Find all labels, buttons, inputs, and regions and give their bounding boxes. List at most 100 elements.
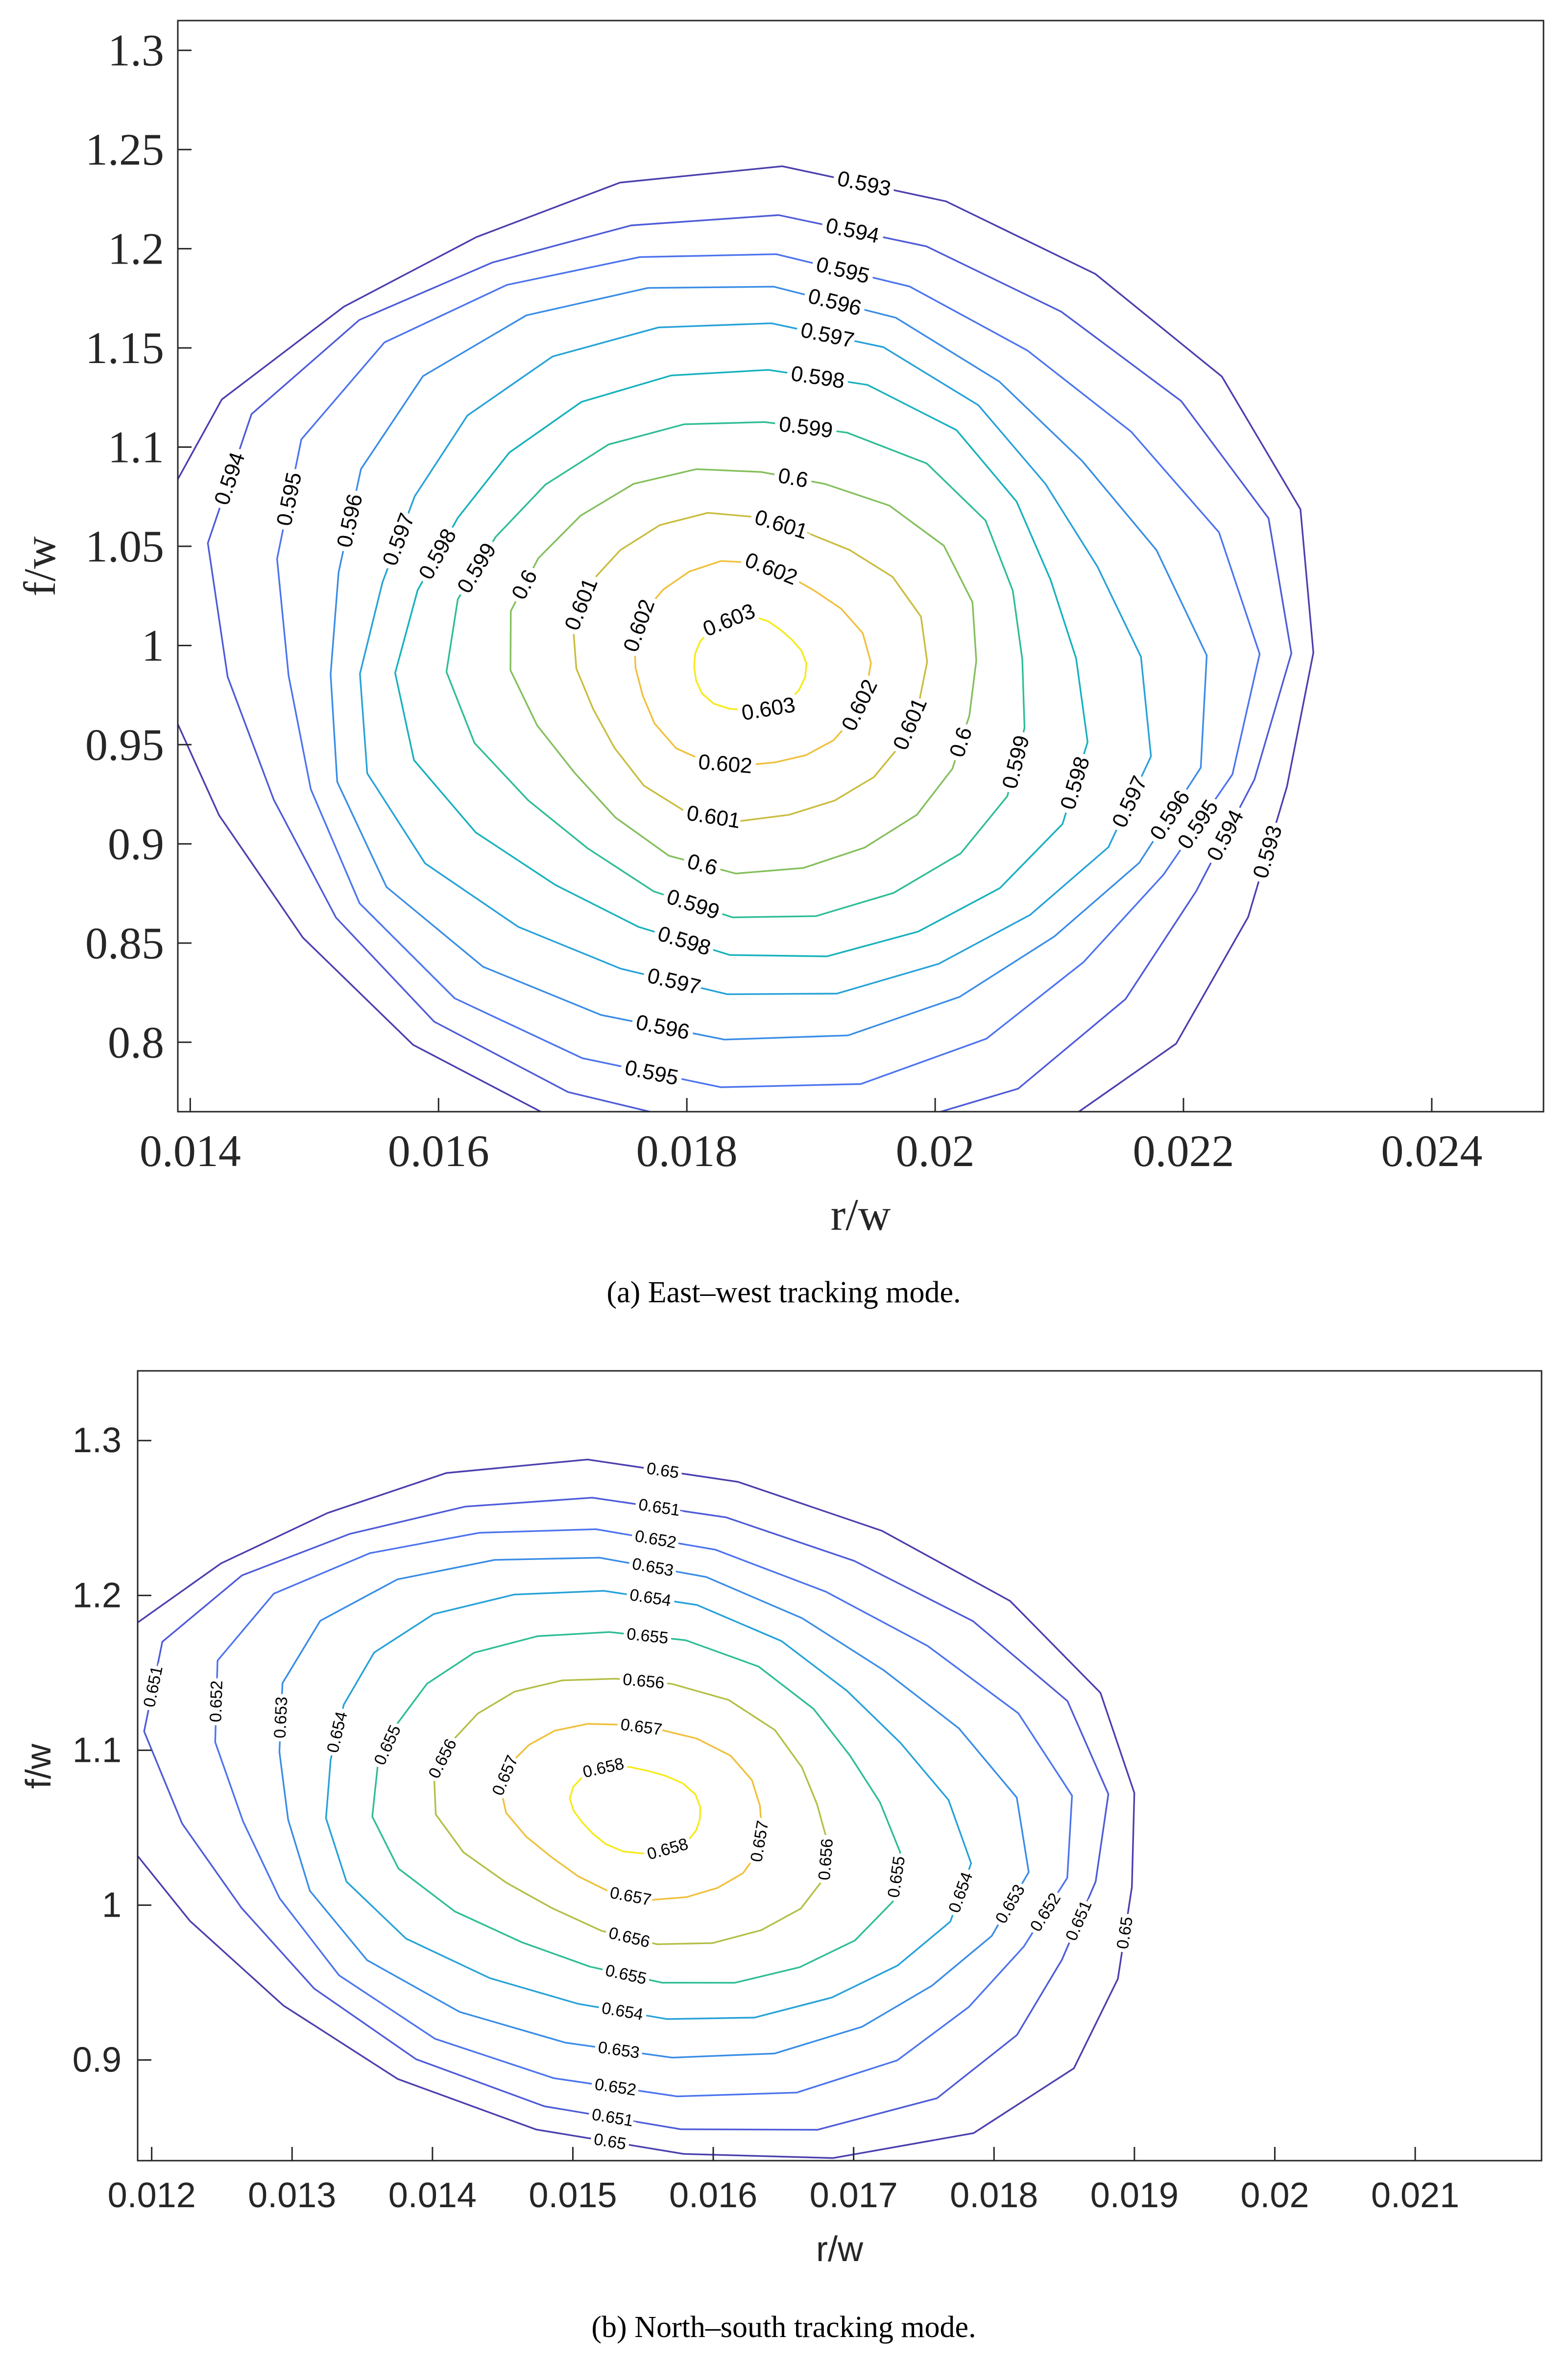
- contour-label-0.599: 0.599: [453, 539, 501, 598]
- contour-label-0.6: 0.6: [776, 463, 810, 493]
- contour-label-0.597: 0.597: [378, 510, 419, 569]
- contour-label-0.653: 0.653: [271, 1696, 291, 1739]
- contour-label-0.651: 0.651: [637, 1495, 681, 1520]
- contour-label-0.593: 0.593: [1248, 823, 1286, 881]
- contour-line-0.65: [138, 1459, 1135, 2159]
- panel-a-y-axis: 0.8 0.85 0.9 0.95 1 1.05 1.1 1.15 1.2 1.25 1.3: [85, 25, 192, 1067]
- contour-label-0.597: 0.597: [1108, 772, 1152, 831]
- contour-label-0.655: 0.655: [626, 1625, 670, 1648]
- contour-label-0.598: 0.598: [414, 525, 461, 584]
- contour-label-0.655: 0.655: [884, 1855, 909, 1899]
- contour-label-0.656: 0.656: [622, 1670, 665, 1693]
- contour-line-0.657: [499, 1723, 763, 1901]
- contour-line-0.6: [509, 468, 977, 875]
- contour-line-0.655: [371, 1631, 901, 1984]
- contour-line-0.651: [143, 1497, 1110, 2131]
- panel-b-caption: (b) North–south tracking mode.: [591, 2311, 976, 2344]
- panel-b-plot-frame: [137, 1370, 1543, 2162]
- contour-label-0.598: 0.598: [1056, 754, 1094, 812]
- contour-line-0.653: [278, 1557, 1030, 2059]
- contour-line-0.599: [445, 421, 1026, 919]
- panel-a-caption: (a) East–west tracking mode.: [606, 1276, 961, 1309]
- contour-label-0.601: 0.601: [685, 801, 742, 833]
- contour-label-0.598: 0.598: [655, 922, 714, 960]
- panel-a-contours: [178, 165, 1314, 1112]
- contour-label-0.654: 0.654: [323, 1710, 351, 1755]
- y-tick-label: 1.1: [72, 1730, 121, 1770]
- x-tick-label: 0.014: [388, 2176, 477, 2215]
- x-tick-label: 0.017: [810, 2176, 898, 2215]
- contour-label-0.652: 0.652: [594, 2075, 638, 2099]
- x-tick-label: 0.016: [669, 2176, 757, 2215]
- contour-label-0.652: 0.652: [633, 1527, 677, 1552]
- y-tick-label: 1.2: [72, 1576, 121, 1615]
- contour-line-0.598: [394, 369, 1089, 957]
- contour-label-0.65: 0.65: [1113, 1916, 1137, 1950]
- contour-label-0.657: 0.657: [747, 1819, 772, 1863]
- contour-label-0.6: 0.6: [945, 724, 977, 760]
- y-tick-label: 0.9: [72, 2041, 121, 2080]
- contour-label-0.658: 0.658: [581, 1754, 626, 1782]
- contour-label-0.651: 0.651: [1062, 1898, 1096, 1944]
- contour-label-0.654: 0.654: [628, 1585, 673, 1610]
- contour-label-0.656: 0.656: [607, 1924, 652, 1951]
- contour-label-0.654: 0.654: [601, 1999, 645, 2024]
- panel-b-contours: [138, 1459, 1135, 2159]
- contour-line-0.597: [359, 322, 1152, 996]
- contour-label-0.594: 0.594: [824, 214, 882, 248]
- contour-line-0.594: [207, 214, 1293, 1112]
- contour-label-0.601: 0.601: [752, 505, 811, 544]
- contour-label-0.657: 0.657: [620, 1715, 663, 1739]
- x-tick-label: 0.019: [1090, 2176, 1179, 2215]
- panel-a-plot-frame: [177, 20, 1544, 1113]
- contour-label-0.655: 0.655: [603, 1961, 648, 1989]
- y-tick-label: 1.3: [108, 25, 164, 75]
- y-tick-label: 0.85: [85, 918, 164, 968]
- x-tick-label: 0.02: [1240, 2176, 1309, 2215]
- x-tick-label: 0.015: [529, 2176, 617, 2215]
- contour-line-0.658: [569, 1765, 701, 1854]
- contour-label-0.6: 0.6: [507, 566, 542, 604]
- contour-label-0.653: 0.653: [597, 2038, 641, 2062]
- contour-label-0.595: 0.595: [623, 1055, 680, 1090]
- contour-line-0.654: [325, 1590, 972, 2020]
- contour-label-0.597: 0.597: [645, 964, 703, 999]
- contour-label-0.597: 0.597: [798, 318, 856, 353]
- panel-b-y-axis: 0.9 1 1.1 1.2 1.3: [72, 1421, 151, 2080]
- panel-a-x-axis: 0.014 0.016 0.018 0.02 0.022 0.024: [140, 1098, 1482, 1176]
- panel-b-x-axis: 0.012 0.013 0.014 0.015 0.016 0.017 0.018 0.019…: [108, 2147, 1459, 2215]
- contour-line-0.652: [214, 1528, 1073, 2097]
- contour-label-0.598: 0.598: [790, 362, 846, 393]
- contour-line-0.601: [572, 512, 928, 822]
- contour-label-0.596: 0.596: [806, 284, 864, 320]
- contour-label-0.603: 0.603: [700, 599, 758, 641]
- panel-b-x-axis-label: r/w: [816, 2230, 864, 2269]
- contour-label-0.602: 0.602: [837, 676, 882, 734]
- contour-label-0.596: 0.596: [634, 1010, 692, 1045]
- y-tick-label: 1.1: [108, 422, 164, 472]
- contour-label-0.654: 0.654: [945, 1870, 976, 1915]
- x-tick-label: 0.012: [108, 2176, 196, 2215]
- contour-line-0.603: [693, 615, 808, 711]
- x-tick-label: 0.013: [248, 2176, 336, 2215]
- contour-label-0.656: 0.656: [425, 1736, 460, 1781]
- contour-label-0.599: 0.599: [664, 884, 723, 924]
- contour-label-0.596: 0.596: [333, 492, 367, 550]
- x-tick-label: 0.022: [1133, 1126, 1234, 1176]
- contour-label-0.652: 0.652: [206, 1680, 226, 1722]
- contour-line-0.593: [178, 165, 1314, 1112]
- y-tick-label: 1.25: [85, 124, 164, 174]
- y-tick-label: 0.9: [108, 819, 164, 869]
- y-tick-label: 0.8: [108, 1017, 164, 1067]
- x-tick-label: 0.018: [950, 2176, 1038, 2215]
- contour-label-0.593: 0.593: [835, 167, 893, 201]
- contour-label-0.595: 0.595: [272, 470, 306, 528]
- contour-label-0.595: 0.595: [814, 252, 872, 289]
- panel-a-x-axis-label: r/w: [831, 1190, 891, 1240]
- contour-label-0.602: 0.602: [742, 548, 800, 590]
- contour-label-0.6: 0.6: [685, 849, 720, 880]
- contour-line-0.596: [330, 286, 1208, 1041]
- contour-label-0.601: 0.601: [889, 694, 932, 754]
- y-tick-label: 1.2: [108, 224, 164, 274]
- x-tick-label: 0.02: [896, 1126, 975, 1176]
